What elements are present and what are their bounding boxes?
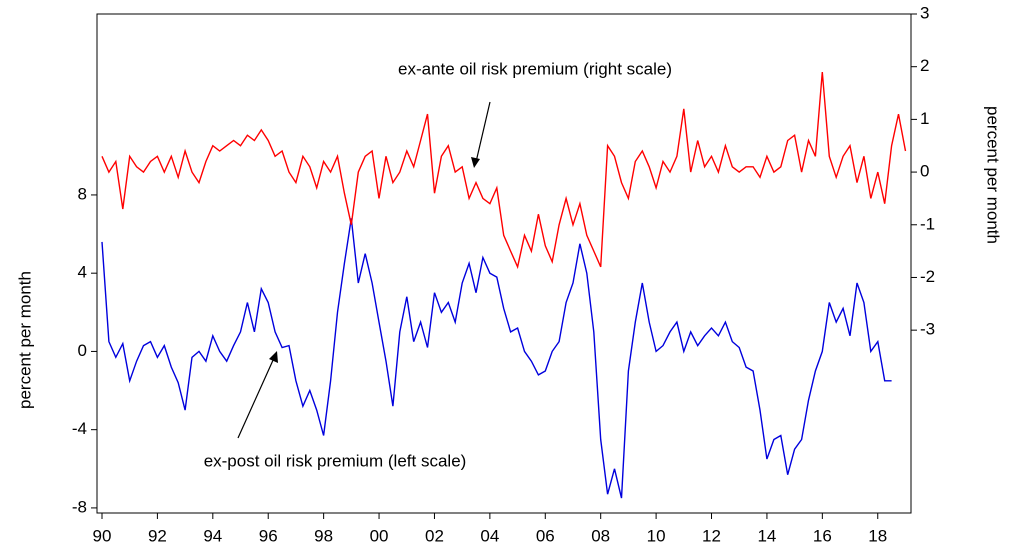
x-tick-label: 90 xyxy=(93,526,112,545)
x-tick-label: 12 xyxy=(702,526,721,545)
y2-tick-label: -3 xyxy=(920,320,935,339)
y2-tick-label: -2 xyxy=(920,267,935,286)
y-tick-label: -8 xyxy=(72,497,87,516)
y2-tick-label: -1 xyxy=(920,214,935,233)
x-tick-label: 10 xyxy=(647,526,666,545)
x-tick-label: 92 xyxy=(148,526,167,545)
x-tick-label: 00 xyxy=(370,526,389,545)
arrow-head xyxy=(269,351,278,363)
x-tick-label: 16 xyxy=(813,526,832,545)
y2-axis-label: percent per month xyxy=(984,106,1003,244)
y-tick-label: -4 xyxy=(72,419,87,438)
y2-tick-label: 1 xyxy=(920,109,929,128)
y2-tick-label: 3 xyxy=(920,3,929,22)
y2-tick-label: 0 xyxy=(920,162,929,181)
y2-tick-label: 2 xyxy=(920,56,929,75)
y-tick-label: 8 xyxy=(78,184,87,203)
annotation: ex-post oil risk premium (left scale) xyxy=(204,451,467,470)
x-tick-label: 18 xyxy=(868,526,887,545)
x-tick-label: 06 xyxy=(536,526,555,545)
plot-frame xyxy=(96,13,912,514)
y-tick-label: 4 xyxy=(78,263,87,282)
x-tick-label: 08 xyxy=(591,526,610,545)
line-series xyxy=(101,218,892,499)
x-tick-label: 14 xyxy=(757,526,776,545)
x-tick-label: 96 xyxy=(259,526,278,545)
arrow-head xyxy=(471,157,480,168)
x-tick-label: 98 xyxy=(314,526,333,545)
y-axis-label: percent per month xyxy=(15,271,34,409)
x-tick-label: 02 xyxy=(425,526,444,545)
y-tick-label: 0 xyxy=(78,341,87,360)
x-tick-label: 04 xyxy=(480,526,499,545)
arrow xyxy=(237,357,275,439)
arrow xyxy=(475,101,491,163)
line-series xyxy=(101,71,907,270)
annotation: ex-ante oil risk premium (right scale) xyxy=(398,59,672,78)
x-tick-label: 94 xyxy=(203,526,222,545)
